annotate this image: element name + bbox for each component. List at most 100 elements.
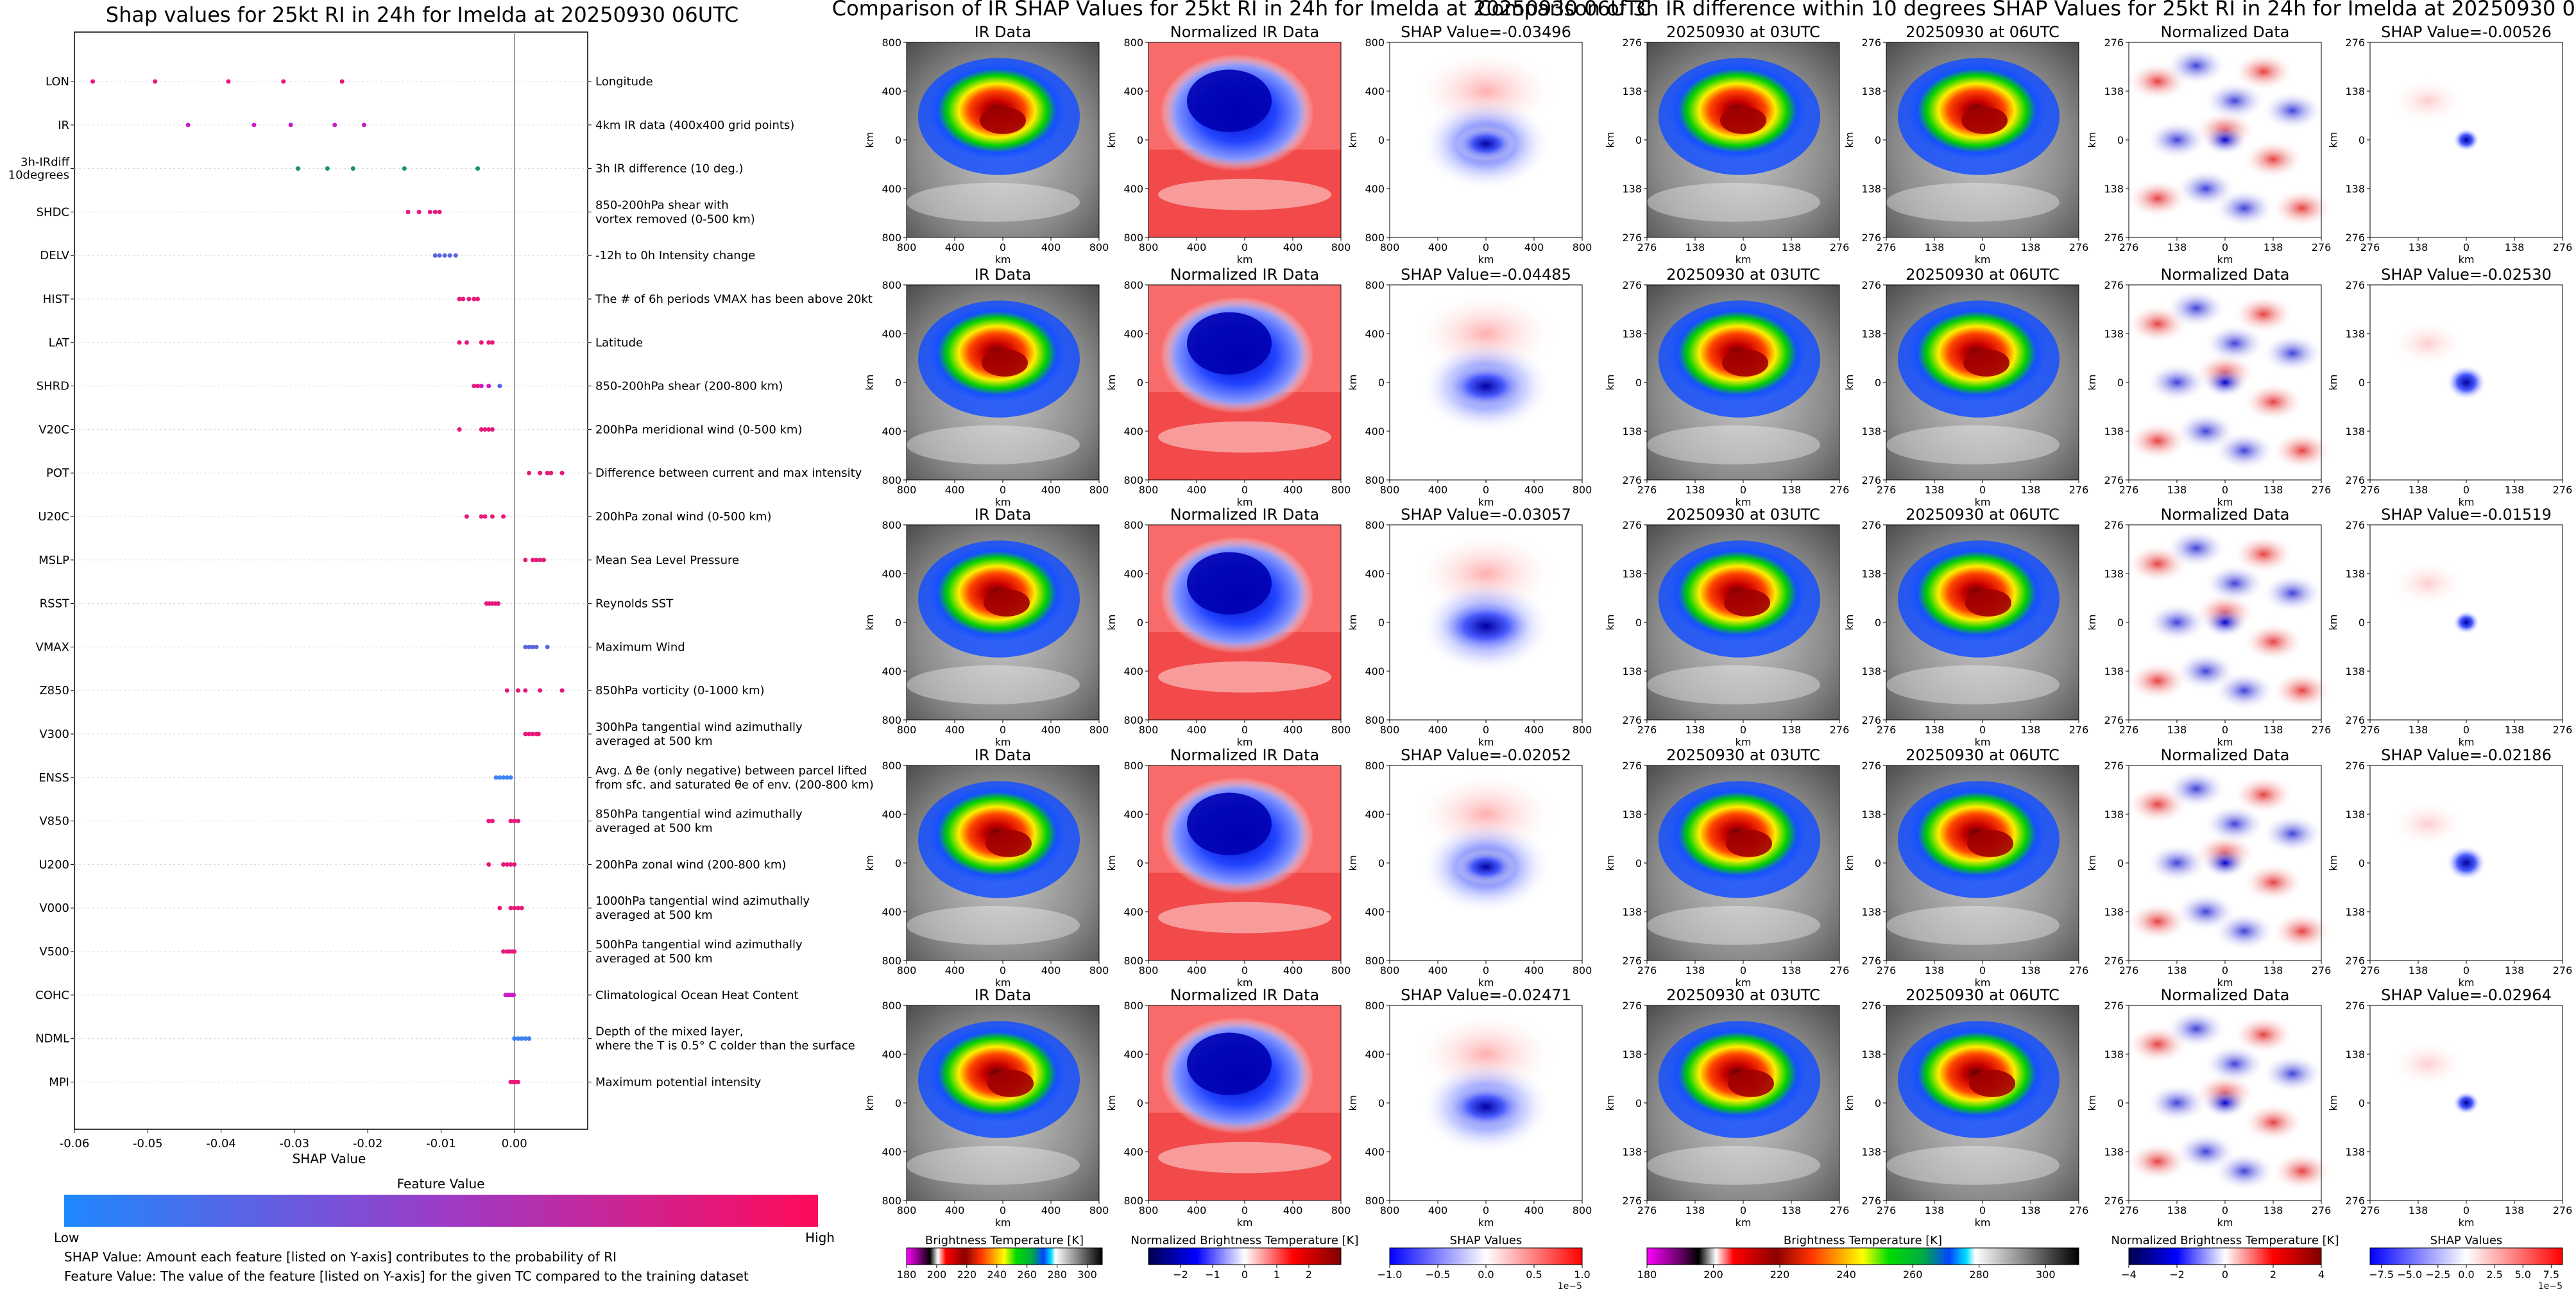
feature-label: 3h-IRdiff: [21, 156, 70, 169]
y-tick-label: 138: [2104, 183, 2124, 195]
colorbar-label: SHAP Values: [1450, 1234, 1523, 1247]
diff-shap-positive: [2389, 559, 2466, 607]
x-tick-label: -0.04: [206, 1137, 236, 1150]
y-tick-label: 0: [1875, 377, 1881, 389]
y-tick-label: 800: [1123, 474, 1143, 486]
feature-description: Maximum Wind: [595, 640, 685, 654]
x-tick-label: 400: [1428, 964, 1448, 977]
ir-storm-center: [1724, 589, 1770, 617]
y-tick-label: 0: [2358, 857, 2365, 869]
feature-description: 200hPa meridional wind (0-500 km): [595, 423, 802, 436]
shap-point: [545, 470, 550, 475]
feature-row: NDML Depth of the mixed layer,where the T…: [35, 1025, 855, 1053]
y-tick-label: 138: [2345, 85, 2365, 98]
feature-description: Reynolds SST: [595, 597, 674, 611]
shap-point: [490, 427, 495, 432]
x-tick-label: 138: [2167, 1204, 2187, 1216]
shap-point: [437, 209, 442, 214]
x-tick-label: 276: [2312, 484, 2332, 496]
y-tick-label: 138: [2104, 665, 2124, 678]
panel-title: 20250930 at 03UTC: [1666, 506, 1820, 524]
colorbar-tick-label: 280: [1047, 1268, 1067, 1281]
diff-anomaly: [2165, 46, 2227, 85]
x-axis-label: km: [2459, 496, 2475, 508]
x-tick-label: 800: [1089, 484, 1109, 496]
ir-low-cloud: [1647, 665, 1820, 704]
y-tick-label: 0: [895, 1097, 901, 1109]
x-axis-label: km: [1736, 253, 1752, 266]
shap-negative-core: [1437, 598, 1535, 654]
x-tick-label: 138: [2021, 1204, 2041, 1216]
feature-description: Climatological Ocean Heat Content: [595, 989, 799, 1002]
feature-colorbar: [64, 1195, 818, 1227]
y-tick-label: 138: [2104, 568, 2124, 580]
y-axis-label: km: [1604, 375, 1616, 391]
feature-label: SHDC: [37, 205, 69, 219]
feature-description: Maximum potential intensity: [595, 1075, 762, 1089]
y-tick-label: 138: [1861, 808, 1881, 821]
x-axis-label: km: [1736, 496, 1752, 508]
feature-row: V500 500hPa tangential wind azimuthallyav…: [39, 938, 803, 966]
ir-comparison-panel: Comparison of IR SHAP Values for 25kt RI…: [832, 0, 1651, 1289]
feature-row: MPI Maximum potential intensity: [49, 1075, 761, 1089]
shap-point: [527, 1036, 532, 1041]
diff-anomaly: [2233, 534, 2294, 574]
feature-colorbar-high: High: [805, 1230, 835, 1245]
shap-point: [512, 862, 517, 867]
shap-point: [482, 427, 488, 432]
shap-point: [90, 79, 96, 84]
x-tick-label: 800: [1089, 1204, 1109, 1216]
x-tick-label: 138: [1925, 1204, 1945, 1216]
diff-anomaly: [2146, 363, 2208, 402]
shap-summary-axes: [74, 31, 588, 1130]
panel-title: 20250930 at 06UTC: [1906, 746, 2060, 764]
y-axis-label: km: [1604, 615, 1616, 631]
x-tick-label: 138: [2021, 484, 2041, 496]
diff-anomaly: [2271, 189, 2333, 228]
y-tick-label: 138: [1622, 906, 1642, 918]
x-tick-label: 138: [1782, 241, 1802, 253]
feature-label: 10degrees: [8, 169, 69, 182]
shap-point: [504, 862, 509, 867]
diff-anomaly: [2233, 52, 2294, 91]
x-tick-label: 138: [2409, 1204, 2428, 1216]
x-tick-label: 800: [1331, 964, 1351, 977]
y-tick-label: 400: [1365, 906, 1385, 918]
y-axis-label: km: [864, 375, 876, 391]
shap-point: [479, 514, 484, 519]
feature-row: RSST Reynolds SST: [40, 597, 674, 611]
colorbar-tick-label: −5.0: [2397, 1268, 2422, 1281]
x-tick-label: 400: [1524, 241, 1544, 253]
feature-label: MPI: [49, 1075, 69, 1089]
colorbar-tick-label: 2.5: [2486, 1268, 2502, 1281]
x-tick-label: 138: [1685, 241, 1705, 253]
y-tick-label: 276: [1861, 474, 1881, 486]
x-tick-label: 138: [1782, 484, 1802, 496]
shap-point: [501, 949, 506, 954]
colorbar: [906, 1247, 1103, 1265]
ir-low-cloud: [1647, 182, 1820, 222]
x-tick-label: 800: [1331, 724, 1351, 736]
x-tick-label: 400: [1283, 241, 1303, 253]
y-tick-label: 800: [1365, 279, 1385, 291]
shap-point: [496, 601, 501, 606]
shap-point: [405, 209, 411, 214]
panel-title: Normalized Data: [2160, 266, 2289, 284]
diff-anomaly: [2233, 295, 2294, 334]
x-axis-label: km: [1975, 736, 1991, 748]
y-tick-label: 276: [2104, 1195, 2124, 1207]
ir-low-cloud: [907, 1145, 1080, 1185]
shap-point: [350, 166, 355, 171]
x-tick-label: 800: [1573, 484, 1592, 496]
y-tick-label: 800: [882, 232, 901, 244]
norm-band: [1158, 1141, 1331, 1174]
y-axis-label: km: [1347, 375, 1359, 391]
x-tick-label: 800: [897, 964, 917, 977]
feature-row: VMAX Maximum Wind: [36, 640, 685, 654]
feature-description: 3h IR difference (10 deg.): [595, 162, 744, 176]
